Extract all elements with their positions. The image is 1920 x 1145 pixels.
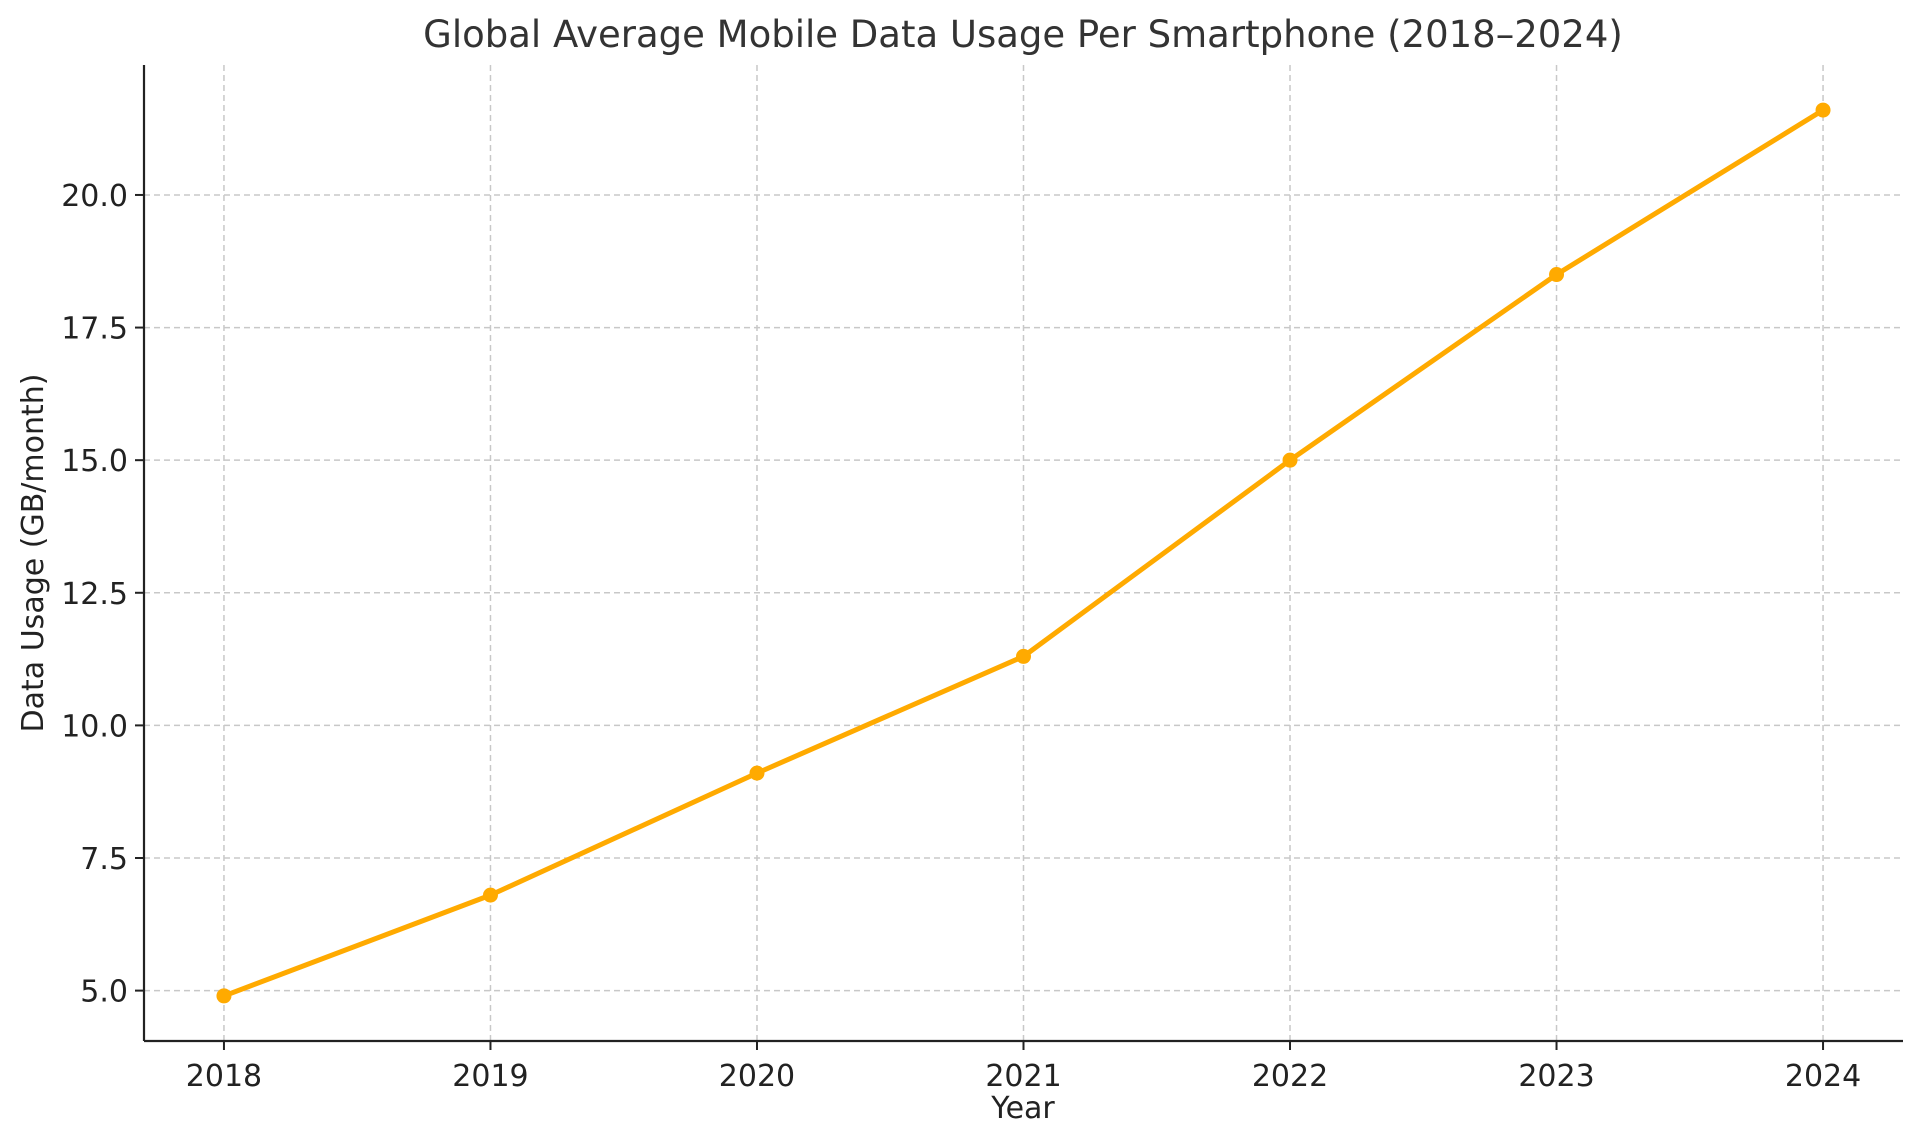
ticks-layer: 2018 2019 2020 2021 2022 2023 2024 5.0 7.5 10.0 12… bbox=[61, 179, 1861, 1094]
x-tick-label: 2019 bbox=[452, 1059, 528, 1094]
data-point-marker bbox=[1815, 102, 1831, 118]
data-point-marker bbox=[1282, 452, 1298, 468]
y-tick-label: 20.0 bbox=[61, 179, 128, 214]
grid-layer bbox=[144, 65, 1903, 1041]
x-tick-label: 2020 bbox=[719, 1059, 795, 1094]
y-axis-label: Data Usage (GB/month) bbox=[16, 374, 51, 733]
y-tick-label: 5.0 bbox=[80, 975, 128, 1010]
x-tick-label: 2024 bbox=[1785, 1059, 1861, 1094]
y-tick-label: 17.5 bbox=[61, 312, 128, 347]
y-tick-label: 15.0 bbox=[61, 444, 128, 479]
y-tick-label: 12.5 bbox=[61, 577, 128, 612]
data-point-marker bbox=[482, 887, 498, 903]
data-point-marker bbox=[749, 765, 765, 781]
series-line bbox=[221, 107, 1826, 999]
x-axis-label: Year bbox=[990, 1091, 1055, 1126]
data-point-marker bbox=[1016, 648, 1031, 664]
axes-layer bbox=[142, 65, 1903, 1043]
x-tick-label: 2022 bbox=[1252, 1059, 1328, 1094]
data-point-marker bbox=[216, 988, 232, 1004]
x-tick-label: 2018 bbox=[186, 1059, 262, 1094]
y-tick-label: 10.0 bbox=[61, 709, 128, 744]
series-layer bbox=[216, 102, 1831, 1004]
data-point-marker bbox=[1549, 267, 1565, 283]
x-tick-label: 2021 bbox=[985, 1059, 1061, 1094]
chart-title: Global Average Mobile Data Usage Per Sma… bbox=[423, 13, 1623, 56]
y-tick-label: 7.5 bbox=[80, 842, 128, 877]
x-tick-label: 2023 bbox=[1518, 1059, 1594, 1094]
